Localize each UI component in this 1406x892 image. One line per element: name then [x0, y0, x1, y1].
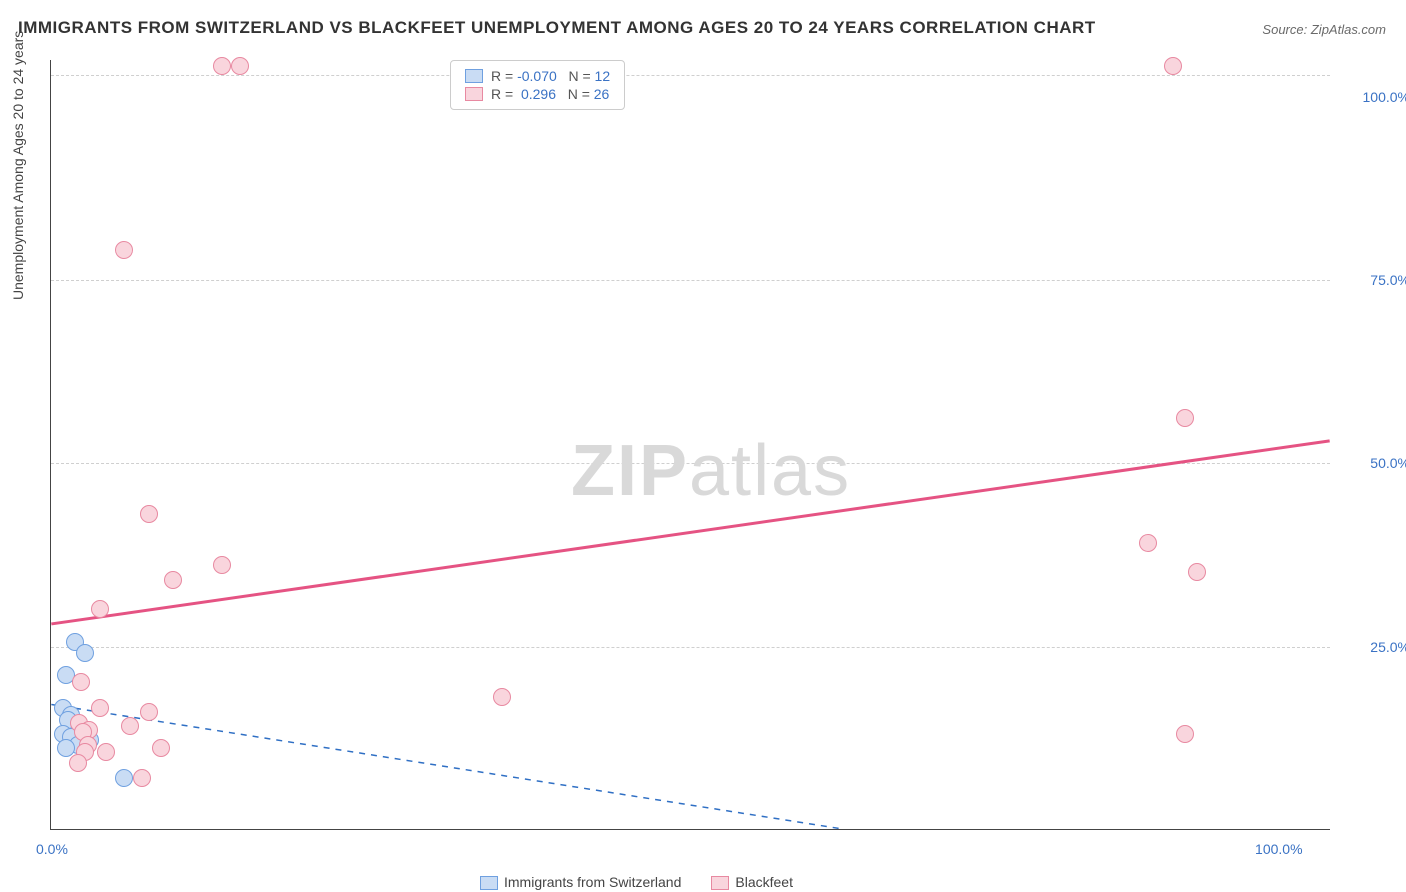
watermark: ZIPatlas — [571, 430, 851, 512]
data-point — [1176, 409, 1194, 427]
data-point — [1139, 534, 1157, 552]
legend-row: R = -0.070 N = 12 — [465, 67, 610, 85]
data-point — [213, 57, 231, 75]
data-point — [231, 57, 249, 75]
series-label: Blackfeet — [735, 874, 793, 890]
data-point — [91, 600, 109, 618]
plot-area: ZIPatlas 25.0%50.0%75.0%100.0%0.0%100.0% — [50, 60, 1330, 830]
watermark-zip: ZIP — [571, 431, 689, 511]
grid-line — [51, 647, 1330, 648]
source-text: ZipAtlas.com — [1311, 22, 1386, 37]
data-point — [115, 241, 133, 259]
data-point — [493, 688, 511, 706]
legend-row: R = 0.296 N = 26 — [465, 85, 610, 103]
data-point — [121, 717, 139, 735]
x-tick-label: 100.0% — [1255, 841, 1302, 857]
x-axis-legend: Immigrants from Switzerland Blackfeet — [480, 874, 793, 890]
chart-title: IMMIGRANTS FROM SWITZERLAND VS BLACKFEET… — [18, 18, 1096, 38]
data-point — [213, 556, 231, 574]
y-axis-label: Unemployment Among Ages 20 to 24 years — [10, 31, 26, 300]
trend-lines — [51, 60, 1330, 829]
legend-swatch — [480, 876, 498, 890]
data-point — [140, 703, 158, 721]
data-point — [69, 754, 87, 772]
grid-line — [51, 463, 1330, 464]
series-label: Immigrants from Switzerland — [504, 874, 681, 890]
source-label: Source: — [1262, 22, 1307, 37]
watermark-atlas: atlas — [689, 431, 851, 511]
data-point — [1188, 563, 1206, 581]
x-tick-label: 0.0% — [36, 841, 68, 857]
data-point — [72, 673, 90, 691]
legend-swatch — [711, 876, 729, 890]
source-attribution: Source: ZipAtlas.com — [1262, 22, 1386, 37]
data-point — [1176, 725, 1194, 743]
legend-stats: R = -0.070 N = 12 — [491, 68, 610, 84]
y-tick-label: 50.0% — [1340, 455, 1406, 471]
correlation-legend: R = -0.070 N = 12 R = 0.296 N = 26 — [450, 60, 625, 110]
data-point — [91, 699, 109, 717]
data-point — [152, 739, 170, 757]
data-point — [1164, 57, 1182, 75]
legend-swatch — [465, 87, 483, 101]
data-point — [97, 743, 115, 761]
data-point — [140, 505, 158, 523]
legend-swatch — [465, 69, 483, 83]
y-tick-label: 25.0% — [1340, 639, 1406, 655]
series-legend-item: Immigrants from Switzerland — [480, 874, 681, 890]
data-point — [164, 571, 182, 589]
grid-line — [51, 280, 1330, 281]
legend-stats: R = 0.296 N = 26 — [491, 86, 609, 102]
data-point — [76, 644, 94, 662]
data-point — [133, 769, 151, 787]
data-point — [115, 769, 133, 787]
y-tick-label: 75.0% — [1340, 272, 1406, 288]
y-tick-label: 100.0% — [1340, 89, 1406, 105]
chart-container: IMMIGRANTS FROM SWITZERLAND VS BLACKFEET… — [0, 0, 1406, 892]
series-legend-item: Blackfeet — [711, 874, 793, 890]
